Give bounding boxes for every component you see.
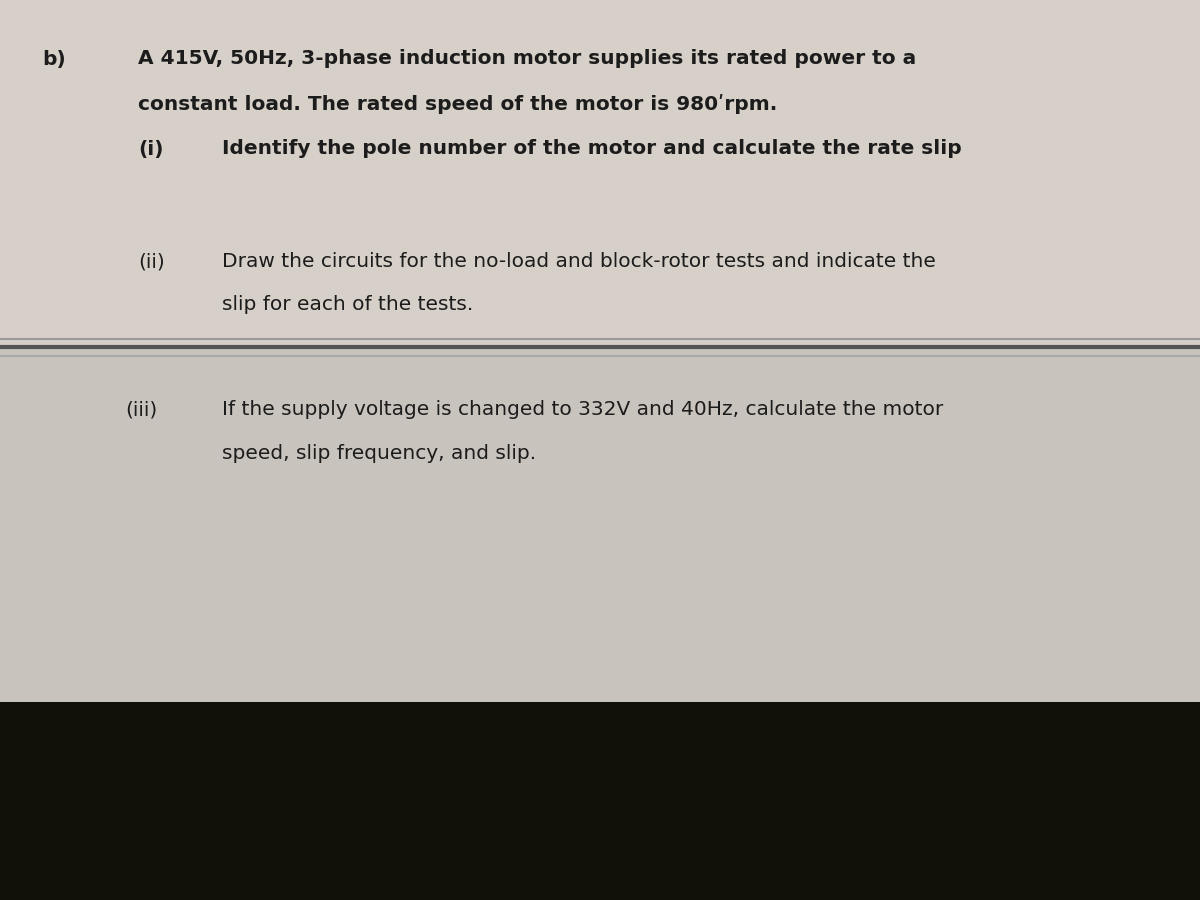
Text: constant load. The rated speed of the motor is 980ʹrpm.: constant load. The rated speed of the mo… <box>138 94 778 114</box>
Text: Identify the pole number of the motor and calculate the rate slip: Identify the pole number of the motor an… <box>222 140 961 158</box>
Text: A 415V, 50Hz, 3-phase induction motor supplies its rated power to a: A 415V, 50Hz, 3-phase induction motor su… <box>138 50 917 68</box>
Bar <box>0 702 1200 900</box>
Text: slip for each of the tests.: slip for each of the tests. <box>222 295 473 314</box>
Text: b): b) <box>42 50 66 68</box>
Text: If the supply voltage is changed to 332V and 40Hz, calculate the motor: If the supply voltage is changed to 332V… <box>222 400 943 419</box>
Text: (ii): (ii) <box>138 252 164 271</box>
Text: (iii): (iii) <box>125 400 157 419</box>
Text: speed, slip frequency, and slip.: speed, slip frequency, and slip. <box>222 444 536 463</box>
Text: Draw the circuits for the no-load and block-rotor tests and indicate the: Draw the circuits for the no-load and bl… <box>222 252 936 271</box>
Bar <box>0 0 1200 346</box>
Bar <box>0 346 1200 702</box>
Text: (i): (i) <box>138 140 163 158</box>
